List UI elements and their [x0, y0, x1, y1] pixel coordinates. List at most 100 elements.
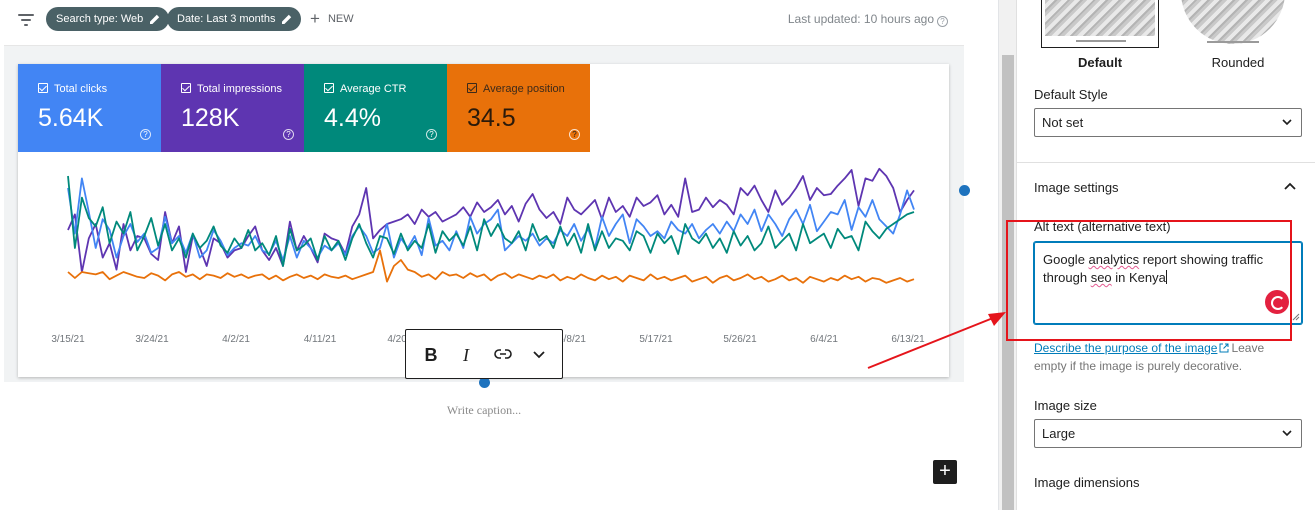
- alt-text-part: report showing traffic through: [1043, 252, 1264, 285]
- alt-text-part: analytics: [1088, 252, 1140, 267]
- select-value: Not set: [1042, 115, 1084, 130]
- settings-sidebar: Default Rounded Default Style Not set Im…: [1016, 0, 1315, 510]
- thumbnail-caption: [1207, 41, 1259, 43]
- x-tick-label: 6/4/21: [810, 334, 838, 345]
- resize-grip-icon[interactable]: [1292, 313, 1300, 321]
- pencil-icon: [150, 14, 160, 24]
- chevron-down-icon: [1282, 119, 1292, 126]
- help-icon[interactable]: ?: [569, 129, 580, 140]
- annotation-arrow: [867, 312, 1006, 369]
- grammarly-icon[interactable]: [1265, 290, 1289, 314]
- x-tick-label: 3/15/21: [51, 334, 85, 345]
- chevron-up-icon[interactable]: [1283, 179, 1297, 193]
- style-default-thumbnail[interactable]: [1041, 0, 1159, 48]
- more-options-button[interactable]: [524, 342, 554, 368]
- metric-total-impressions[interactable]: Total impressions 128K ?: [161, 64, 304, 152]
- image-settings-title[interactable]: Image settings: [1034, 180, 1119, 195]
- metric-value: 128K: [181, 104, 240, 132]
- metric-average-position[interactable]: Average position 34.5 ?: [447, 64, 590, 152]
- image-size-select[interactable]: Large: [1034, 419, 1302, 448]
- help-text-rest: Leave empty if the image is purely decor…: [1034, 341, 1265, 373]
- chart-series-line-1: [67, 177, 915, 261]
- chevron-down-icon: [533, 351, 545, 359]
- checkbox-icon: [181, 83, 191, 93]
- performance-report: Total clicks 5.64K ? Total impressions 1…: [18, 64, 949, 377]
- chart-series-line-3: [67, 249, 915, 284]
- metric-total-clicks[interactable]: Total clicks 5.64K ?: [18, 64, 161, 152]
- text-caret: [1165, 270, 1167, 284]
- link-button[interactable]: [488, 342, 518, 368]
- chevron-down-icon: [1282, 430, 1292, 437]
- metric-label: Total impressions: [197, 83, 282, 95]
- x-tick-label: 5/17/21: [639, 334, 673, 345]
- metric-value: 5.64K: [38, 104, 104, 132]
- image-dimensions-label: Image dimensions: [1034, 475, 1140, 490]
- x-tick-label: 5/8/21: [558, 334, 586, 345]
- annotation-highlight-box: [1006, 220, 1292, 341]
- x-tick-label: 6/13/21: [891, 334, 925, 345]
- metric-label: Average CTR: [340, 83, 407, 95]
- metric-value: 4.4%: [324, 104, 381, 132]
- external-link-icon: [1219, 343, 1229, 353]
- chart-series-line-2: [67, 175, 915, 267]
- resize-handle[interactable]: [479, 377, 490, 388]
- x-tick-label: 4/20/21: [387, 334, 421, 345]
- style-default-label[interactable]: Default: [1077, 55, 1123, 70]
- chip-date[interactable]: Date: Last 3 months: [167, 7, 302, 31]
- alt-text-part: Google: [1043, 252, 1089, 267]
- editor-canvas: Search type: Web Date: Last 3 months + NE…: [0, 0, 998, 510]
- alt-text-part: seo: [1090, 270, 1112, 285]
- metric-average-ctr[interactable]: Average CTR 4.4% ?: [304, 64, 447, 152]
- help-icon[interactable]: ?: [283, 129, 294, 140]
- checkbox-icon: [324, 83, 334, 93]
- divider: [1017, 162, 1315, 163]
- describe-purpose-link[interactable]: Describe the purpose of the image: [1034, 341, 1218, 355]
- italic-button[interactable]: I: [463, 345, 469, 365]
- x-tick-label: 5/26/21: [723, 334, 757, 345]
- alt-text-textarea[interactable]: Google analytics report showing traffic …: [1034, 242, 1302, 324]
- pencil-icon: [282, 14, 292, 24]
- last-updated-text: Last updated: 10 hours ago: [787, 12, 934, 26]
- style-rounded-thumbnail[interactable]: [1179, 0, 1297, 48]
- resize-handle[interactable]: [959, 185, 970, 196]
- thumbnail-image: [1045, 0, 1155, 36]
- image-size-label: Image size: [1034, 398, 1097, 413]
- filter-bar: Search type: Web Date: Last 3 months + NE…: [4, 0, 964, 46]
- plus-icon: +: [310, 9, 320, 28]
- help-icon[interactable]: ?: [937, 16, 948, 27]
- add-block-button[interactable]: +: [933, 460, 957, 484]
- scrollbar-thumb[interactable]: [1002, 55, 1014, 510]
- select-value: Large: [1042, 426, 1076, 441]
- thumbnail-caption: [1076, 40, 1126, 42]
- x-tick-label: 4/11/21: [304, 334, 337, 345]
- metric-label: Average position: [483, 83, 565, 95]
- image-block[interactable]: Search type: Web Date: Last 3 months + NE…: [4, 0, 964, 382]
- checkbox-icon: [38, 83, 48, 93]
- new-label: NEW: [327, 13, 354, 25]
- help-icon[interactable]: ?: [140, 129, 151, 140]
- alt-text-help: Describe the purpose of the image Leave e…: [1034, 339, 1294, 375]
- chip-label: Date: Last 3 months: [177, 13, 276, 25]
- filter-icon[interactable]: [18, 12, 38, 28]
- help-icon[interactable]: ?: [426, 129, 437, 140]
- alt-text-part: in Kenya: [1111, 270, 1166, 285]
- checkbox-icon: [467, 83, 477, 93]
- chip-search-type[interactable]: Search type: Web: [46, 7, 170, 31]
- caption-placeholder[interactable]: Write caption...: [446, 403, 522, 417]
- alt-text-label: Alt text (alternative text): [1034, 219, 1171, 234]
- x-tick-label: 3/24/21: [135, 334, 169, 345]
- metric-label: Total clicks: [54, 83, 108, 95]
- block-toolbar: B I: [405, 329, 563, 379]
- new-filter-button[interactable]: + NEW: [310, 10, 354, 28]
- thumbnail-image: [1181, 0, 1285, 44]
- chart-series-line-0: [67, 167, 915, 273]
- x-tick-label: 4/2/21: [222, 334, 250, 345]
- bold-button[interactable]: B: [424, 345, 438, 365]
- default-style-label: Default Style: [1034, 87, 1108, 102]
- style-rounded-label[interactable]: Rounded: [1211, 55, 1265, 70]
- metric-value: 34.5: [467, 104, 516, 132]
- chip-label: Search type: Web: [56, 13, 144, 25]
- default-style-select[interactable]: Not set: [1034, 108, 1302, 137]
- link-icon: [494, 349, 512, 359]
